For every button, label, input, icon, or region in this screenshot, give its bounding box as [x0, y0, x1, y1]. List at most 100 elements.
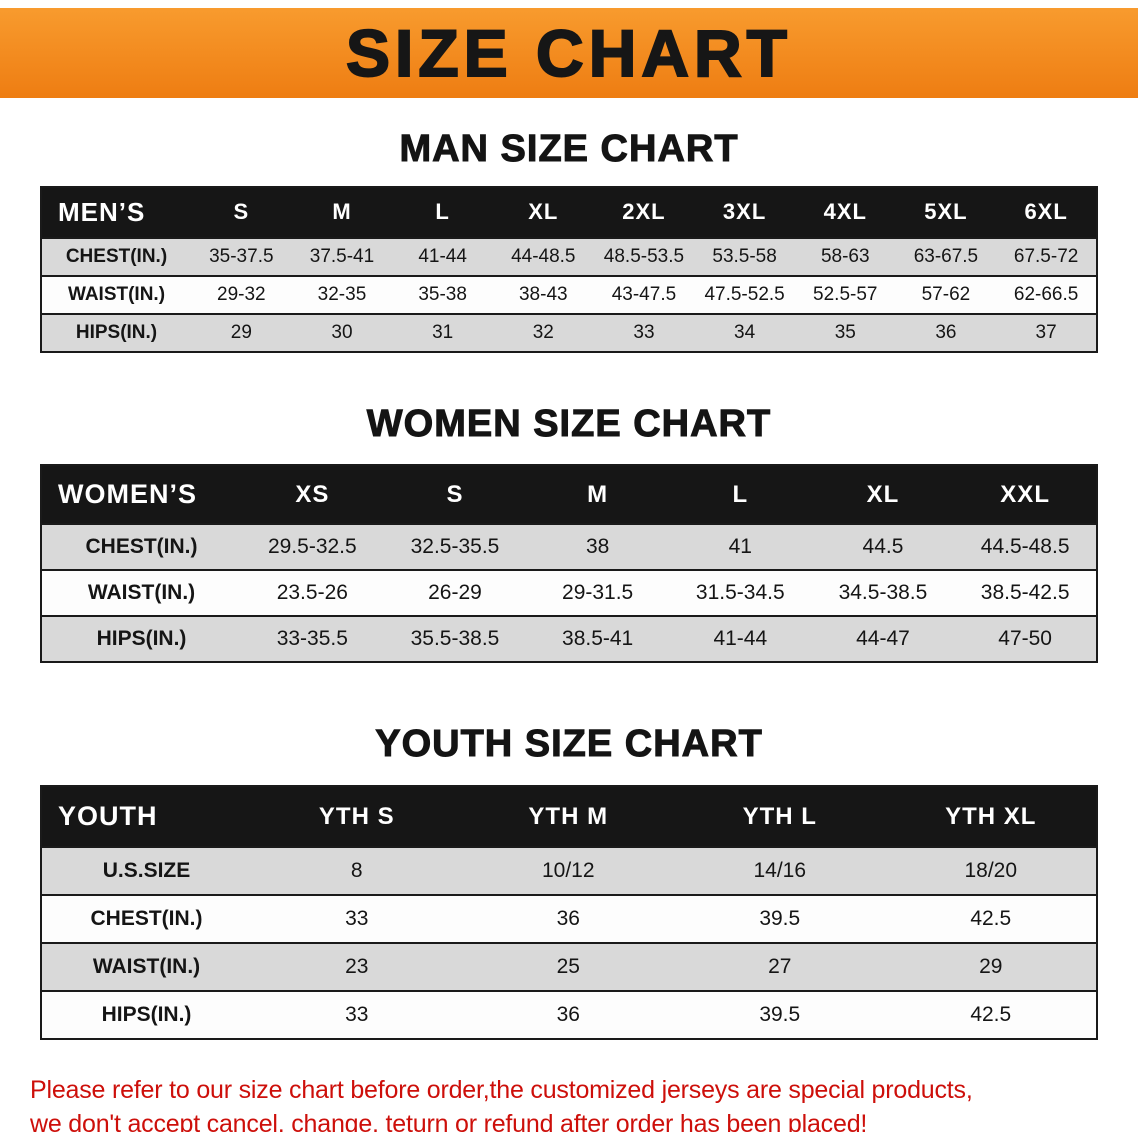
- size-value: 32: [532, 321, 554, 343]
- size-value: 58-63: [820, 245, 870, 267]
- size-value: 39.5: [759, 907, 801, 931]
- size-column-header: 4XL: [794, 186, 896, 238]
- size-value: 36: [556, 907, 580, 931]
- size-value: 44.5-48.5: [980, 535, 1070, 559]
- size-value: 32-35: [317, 283, 367, 305]
- youth-size-chart-heading: YOUTH SIZE CHART: [375, 723, 763, 766]
- size-column-header: YTH L: [674, 786, 886, 848]
- size-column-header: YTH M: [462, 786, 674, 848]
- size-value: 26-29: [428, 581, 482, 605]
- size-value: 23: [345, 955, 369, 979]
- size-column-header: XL: [811, 465, 955, 525]
- size-value: 32.5-35.5: [410, 535, 500, 559]
- table-header-row: WOMEN’S XS S M L XL XXL: [41, 465, 1097, 525]
- size-value: 27: [768, 955, 792, 979]
- table-row: WAIST(IN.) 29-32 32-35 35-38 38-43 43-47.5 47.…: [41, 275, 1097, 314]
- table-row: CHEST(IN.) 33 36 39.5 42.5: [41, 895, 1097, 944]
- row-label: U.S.SIZE: [102, 859, 191, 883]
- size-value: 38-43: [518, 283, 568, 305]
- size-value: 33: [345, 907, 369, 931]
- size-column-header: S: [191, 186, 292, 238]
- size-column-header: XL: [492, 186, 594, 238]
- size-column-header: YTH XL: [885, 786, 1097, 848]
- row-label: WAIST(IN.): [87, 581, 196, 605]
- size-value: 10/12: [541, 859, 595, 883]
- size-column-header: XXL: [954, 465, 1097, 525]
- men-size-table: MEN’S S M L XL 2XL 3XL 4XL 5XL 6XL CHEST(IN.) 35-37…: [40, 185, 1098, 353]
- size-value: 14/16: [753, 859, 807, 883]
- size-value: 33-35.5: [276, 627, 348, 651]
- size-value: 30: [331, 321, 353, 343]
- disclaimer-line-1: Please refer to our size chart before or…: [30, 1076, 973, 1105]
- size-value: 53.5-58: [712, 245, 777, 267]
- size-value: 33: [345, 1003, 369, 1027]
- table-corner-label: MEN’S: [41, 186, 191, 238]
- size-value: 29-31.5: [562, 581, 634, 605]
- table-corner-label: YOUTH: [41, 786, 251, 848]
- size-value: 57-62: [921, 283, 971, 305]
- size-value: 38.5-42.5: [980, 581, 1070, 605]
- table-row: U.S.SIZE 8 10/12 14/16 18/20: [41, 847, 1097, 896]
- size-value: 33: [633, 321, 655, 343]
- table-row: HIPS(IN.) 33 36 39.5 42.5: [41, 991, 1097, 1040]
- size-value: 39.5: [759, 1003, 801, 1027]
- size-value: 41: [728, 535, 752, 559]
- size-value: 29: [230, 321, 252, 343]
- table-row: WAIST(IN.) 23 25 27 29: [41, 943, 1097, 992]
- size-column-header: M: [291, 186, 393, 238]
- size-value: 41-44: [713, 627, 768, 651]
- size-value: 36: [935, 321, 957, 343]
- size-value: 29: [979, 955, 1003, 979]
- size-value: 47.5-52.5: [704, 283, 785, 305]
- size-column-header: L: [392, 186, 493, 238]
- size-value: 35-37.5: [209, 245, 274, 267]
- page-title: SIZE CHART: [345, 15, 792, 91]
- size-column-header: S: [383, 465, 527, 525]
- size-value: 34.5-38.5: [838, 581, 928, 605]
- row-label: CHEST(IN.): [85, 535, 198, 559]
- size-column-header: 2XL: [593, 186, 695, 238]
- table-corner-label: WOMEN’S: [41, 465, 241, 525]
- size-value: 37: [1035, 321, 1057, 343]
- women-size-chart-heading: WOMEN SIZE CHART: [366, 402, 772, 445]
- size-value: 31.5-34.5: [695, 581, 785, 605]
- row-label: CHEST(IN.): [65, 245, 168, 267]
- row-label: WAIST(IN.): [67, 283, 166, 305]
- size-value: 47-50: [998, 627, 1052, 651]
- size-column-header: 3XL: [694, 186, 795, 238]
- banner: SIZE CHART: [0, 8, 1138, 98]
- size-value: 35-38: [418, 283, 467, 305]
- size-value: 42.5: [970, 1003, 1012, 1027]
- table-row: HIPS(IN.) 33-35.5 35.5-38.5 38.5-41 41-44 44-…: [41, 616, 1097, 663]
- size-column-header: 6XL: [996, 186, 1097, 238]
- size-value: 37.5-41: [309, 245, 375, 267]
- table-row: WAIST(IN.) 23.5-26 26-29 29-31.5 31.5-34.5 34…: [41, 570, 1097, 617]
- size-value: 63-67.5: [913, 245, 979, 267]
- disclaimer-line-2: we don't accept cancel, change, teturn o…: [30, 1109, 868, 1132]
- table-header-row: YOUTH YTH S YTH M YTH L YTH XL: [41, 786, 1097, 848]
- man-size-chart-heading: MAN SIZE CHART: [399, 128, 739, 171]
- youth-size-table: YOUTH YTH S YTH M YTH L YTH XL U.S.SIZE 8 10/12…: [40, 785, 1098, 1041]
- size-value: 34: [734, 321, 756, 343]
- size-value: 67.5-72: [1013, 245, 1079, 267]
- size-value: 38.5-41: [562, 627, 634, 651]
- row-label: HIPS(IN.): [75, 321, 158, 343]
- size-value: 43-47.5: [611, 283, 677, 305]
- size-value: 35: [834, 321, 856, 343]
- table-row: HIPS(IN.) 29 30 31 32 33 34 35 36 37: [41, 313, 1097, 352]
- row-label: HIPS(IN.): [96, 627, 187, 651]
- size-value: 8: [350, 859, 363, 883]
- size-value: 31: [432, 321, 454, 343]
- row-label: WAIST(IN.): [92, 955, 201, 979]
- table-header-row: MEN’S S M L XL 2XL 3XL 4XL 5XL 6XL: [41, 186, 1097, 238]
- size-value: 41-44: [418, 245, 467, 267]
- size-value: 52.5-57: [813, 283, 878, 305]
- size-value: 44.5: [862, 535, 904, 559]
- women-size-table: WOMEN’S XS S M L XL XXL CHEST(IN.) 29.5-32.5 32.5…: [40, 464, 1098, 664]
- size-column-header: L: [668, 465, 812, 525]
- size-value: 18/20: [964, 859, 1018, 883]
- row-label: HIPS(IN.): [101, 1003, 192, 1027]
- size-column-header: XS: [241, 465, 384, 525]
- size-value: 38: [585, 535, 610, 559]
